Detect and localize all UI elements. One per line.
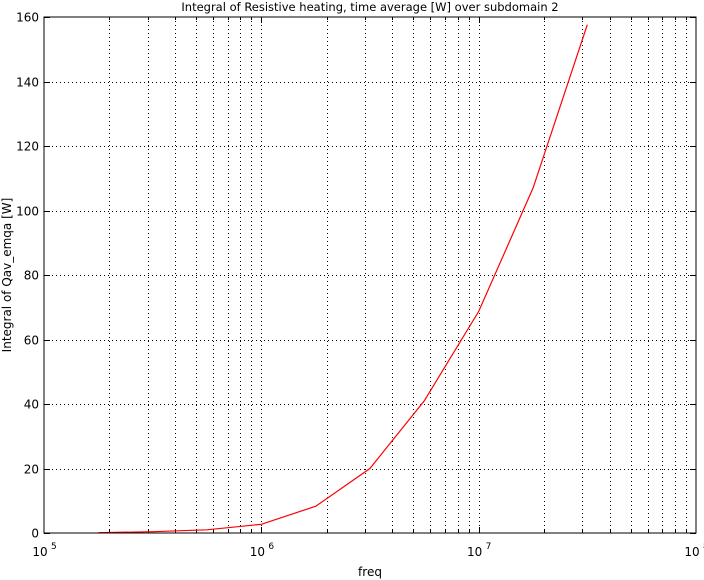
y-tick-label: 140 bbox=[16, 76, 39, 90]
y-axis-label: Integral of Qav_emqa [W] bbox=[0, 198, 14, 353]
y-tick-label: 0 bbox=[31, 527, 39, 541]
series-line bbox=[98, 24, 588, 534]
grid bbox=[44, 17, 696, 533]
x-tick-exponent: 7 bbox=[486, 542, 492, 552]
y-tick-label: 160 bbox=[16, 11, 39, 25]
y-tick-label: 40 bbox=[24, 398, 39, 412]
plot-frame bbox=[43, 16, 697, 534]
y-tick-label: 20 bbox=[24, 463, 39, 477]
x-tick-label: 10 bbox=[32, 545, 47, 559]
x-tick-exponent: 5 bbox=[51, 542, 57, 552]
x-axis-label: freq bbox=[358, 565, 382, 579]
y-tick-label: 80 bbox=[24, 269, 39, 283]
ticks: 020406080100120140160105106107108 bbox=[16, 11, 704, 560]
y-tick-label: 60 bbox=[24, 334, 39, 348]
x-tick-label: 10 bbox=[250, 545, 265, 559]
series-lines bbox=[98, 24, 588, 534]
y-tick-label: 120 bbox=[16, 140, 39, 154]
x-tick-label: 10 bbox=[467, 545, 482, 559]
x-tick-label: 10 bbox=[684, 545, 699, 559]
y-tick-label: 100 bbox=[16, 205, 39, 219]
x-tick-exponent: 6 bbox=[268, 542, 274, 552]
chart-title: Integral of Resistive heating, time aver… bbox=[181, 0, 558, 14]
